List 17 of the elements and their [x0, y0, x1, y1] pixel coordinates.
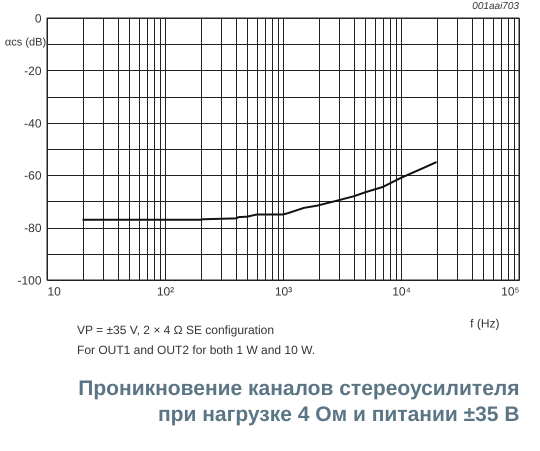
y-tick-label: -60 [24, 168, 42, 183]
text: 001aai703 [472, 1, 520, 12]
x-axis-title: f (Hz) [470, 316, 500, 330]
x-tick-label: 10⁴ [392, 284, 411, 298]
x-tick-label: 10³ [274, 284, 292, 298]
y-tick-label: -100 [17, 274, 42, 288]
y-tick-label: -40 [24, 116, 42, 130]
text: VP = ±35 V, 2 × 4 Ω SE configuration [77, 323, 274, 337]
y-tick-label: -80 [24, 221, 42, 236]
text: For OUT1 and OUT2 for both 1 W and 10 W. [77, 343, 316, 357]
y-tick-label: 0 [34, 12, 42, 26]
x-tick-label: 10 [48, 284, 62, 298]
x-tick-label: 10⁵ [501, 284, 520, 298]
text: Проникновение каналов стереоусилителя при нагрузке 4 Ом и питании ±35 В [78, 377, 520, 426]
y-axis-title: αcs (dB) [4, 36, 46, 48]
x-tick-label: 10² [156, 284, 174, 298]
y-tick-label: -20 [24, 64, 42, 78]
